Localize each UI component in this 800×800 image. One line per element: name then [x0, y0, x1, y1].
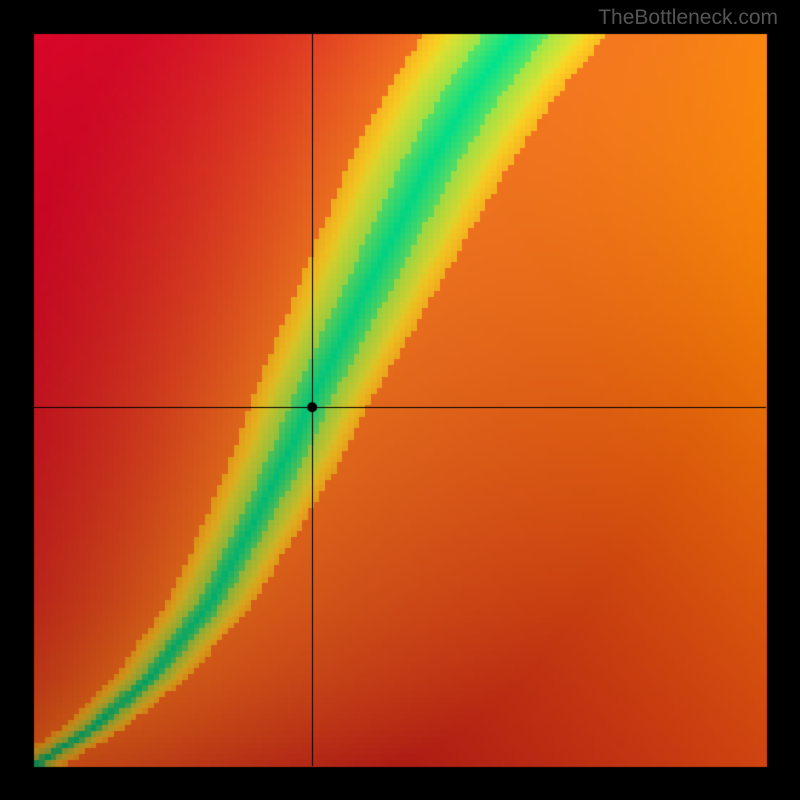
- heatmap-canvas: [0, 0, 800, 800]
- chart-container: { "watermark": { "text": "TheBottleneck.…: [0, 0, 800, 800]
- watermark-text: TheBottleneck.com: [598, 6, 778, 30]
